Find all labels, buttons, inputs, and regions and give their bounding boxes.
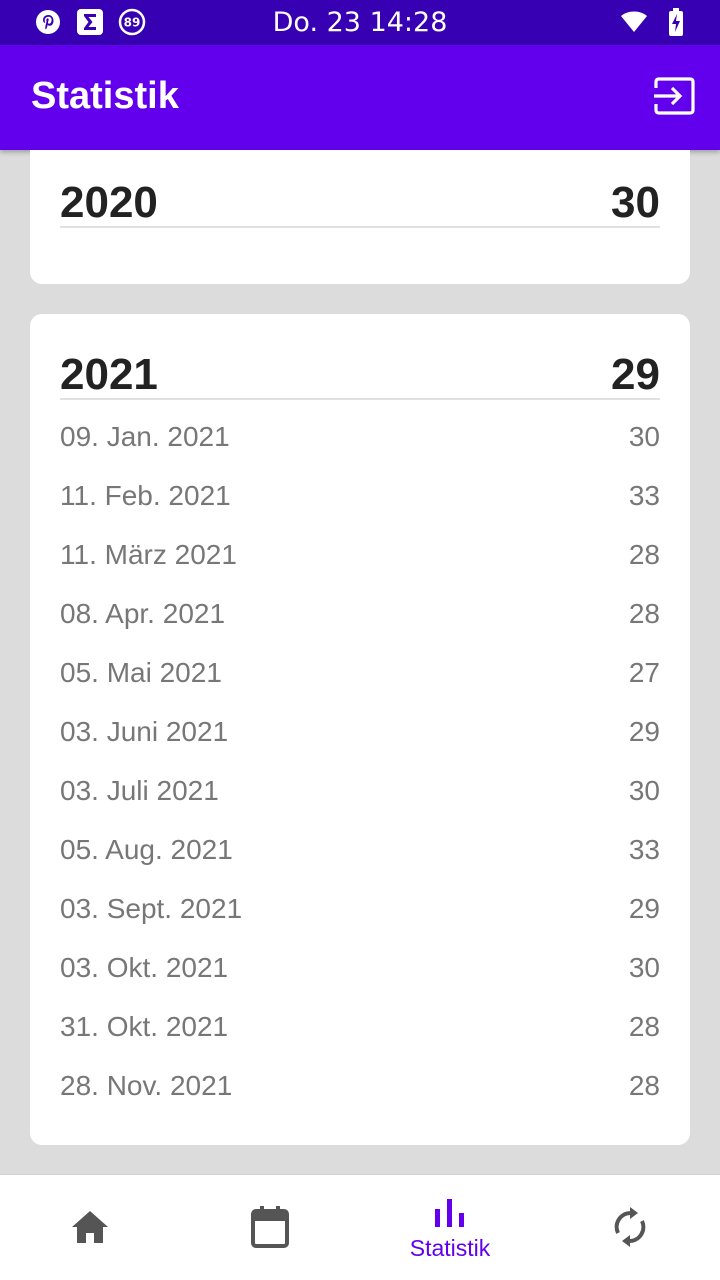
nav-statistik[interactable]: Statistik bbox=[360, 1175, 540, 1280]
list-item[interactable]: 09. Jan. 2021 30 bbox=[60, 408, 660, 467]
year-header: 2020 30 bbox=[60, 178, 660, 228]
list-item[interactable]: 03. Juli 2021 30 bbox=[60, 762, 660, 821]
nav-home[interactable] bbox=[0, 1175, 180, 1280]
entry-value: 28 bbox=[628, 1070, 660, 1101]
entry-date: 31. Okt. 2021 bbox=[60, 1011, 229, 1042]
year-card-2020[interactable]: 2020 30 bbox=[30, 150, 690, 284]
entry-value: 29 bbox=[628, 893, 660, 924]
entry-date: 05. Aug. 2021 bbox=[60, 834, 233, 865]
entry-value: 27 bbox=[628, 657, 660, 688]
battery-charging-icon bbox=[662, 8, 690, 36]
nav-calendar[interactable] bbox=[180, 1175, 360, 1280]
year-header: 2021 29 bbox=[60, 350, 660, 400]
list-item[interactable]: 28. Nov. 2021 28 bbox=[60, 1057, 660, 1116]
entry-value: 30 bbox=[628, 952, 660, 983]
list-item[interactable]: 05. Aug. 2021 33 bbox=[60, 821, 660, 880]
entry-value: 28 bbox=[628, 539, 660, 570]
entry-date: 28. Nov. 2021 bbox=[60, 1070, 233, 1101]
svg-text:89: 89 bbox=[124, 16, 141, 30]
wifi-icon bbox=[620, 8, 648, 36]
year-average: 30 bbox=[611, 178, 660, 227]
entry-date: 08. Apr. 2021 bbox=[60, 598, 226, 629]
entry-date: 11. Feb. 2021 bbox=[60, 480, 231, 511]
list-item[interactable]: 08. Apr. 2021 28 bbox=[60, 585, 660, 644]
bar-chart-icon bbox=[433, 1197, 467, 1231]
nav-sync[interactable] bbox=[540, 1175, 720, 1280]
entry-date: 05. Mai 2021 bbox=[60, 657, 222, 688]
sync-icon bbox=[610, 1207, 650, 1247]
home-icon bbox=[70, 1207, 110, 1247]
year-label: 2021 bbox=[60, 350, 158, 399]
entry-value: 30 bbox=[628, 421, 660, 452]
entry-value: 33 bbox=[628, 834, 660, 865]
entry-value: 33 bbox=[628, 480, 660, 511]
status-notifications: 89 bbox=[34, 8, 146, 36]
list-item[interactable]: 03. Sept. 2021 29 bbox=[60, 880, 660, 939]
entry-value: 30 bbox=[628, 775, 660, 806]
entry-value: 29 bbox=[628, 716, 660, 747]
status-time: Do. 23 14:28 bbox=[272, 7, 448, 38]
calendar-icon bbox=[250, 1206, 290, 1248]
status-system-icons bbox=[620, 8, 690, 36]
year-card-2021[interactable]: 2021 29 09. Jan. 2021 30 11. Feb. 2021 33 … bbox=[30, 314, 690, 1145]
pinterest-icon bbox=[34, 8, 62, 36]
status-bar: 89 Do. 23 14:28 bbox=[0, 0, 720, 45]
app-bar: Statistik bbox=[0, 45, 720, 150]
page-title: Statistik bbox=[31, 75, 179, 117]
entry-date: 03. Okt. 2021 bbox=[60, 952, 229, 983]
list-item[interactable]: 03. Juni 2021 29 bbox=[60, 703, 660, 762]
list-item[interactable]: 11. Feb. 2021 33 bbox=[60, 467, 660, 526]
statistics-list[interactable]: 2020 30 2021 29 09. Jan. 2021 30 11. Feb.… bbox=[0, 150, 720, 1174]
bottom-navigation: Statistik bbox=[0, 1174, 720, 1280]
list-item[interactable]: 05. Mai 2021 27 bbox=[60, 644, 660, 703]
list-item[interactable]: 31. Okt. 2021 28 bbox=[60, 998, 660, 1057]
entry-date: 09. Jan. 2021 bbox=[60, 421, 230, 452]
exit-icon[interactable] bbox=[652, 76, 696, 116]
entry-list: 09. Jan. 2021 30 11. Feb. 2021 33 11. März… bbox=[60, 408, 660, 1116]
entry-date: 03. Juli 2021 bbox=[60, 775, 219, 806]
sigma-icon bbox=[76, 8, 104, 36]
badge-89-icon: 89 bbox=[118, 8, 146, 36]
year-average: 29 bbox=[611, 350, 660, 399]
nav-label: Statistik bbox=[409, 1235, 491, 1261]
entry-value: 28 bbox=[628, 598, 660, 629]
entry-date: 03. Juni 2021 bbox=[60, 716, 229, 747]
list-item[interactable]: 03. Okt. 2021 30 bbox=[60, 939, 660, 998]
entry-date: 11. März 2021 bbox=[60, 539, 237, 570]
entry-value: 28 bbox=[628, 1011, 660, 1042]
list-item[interactable]: 11. März 2021 28 bbox=[60, 526, 660, 585]
year-label: 2020 bbox=[60, 178, 158, 227]
entry-date: 03. Sept. 2021 bbox=[60, 893, 243, 924]
